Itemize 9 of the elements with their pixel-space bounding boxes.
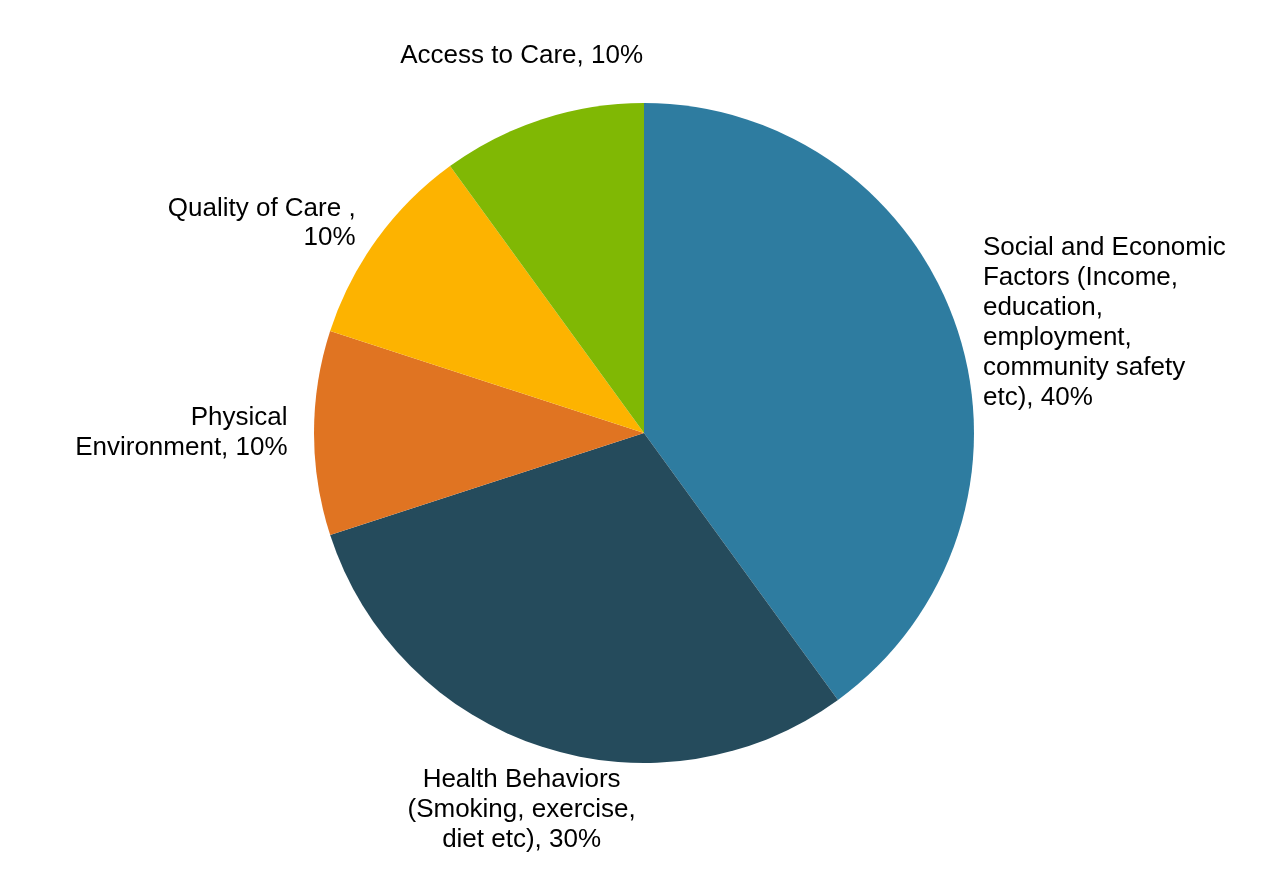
pie-slice	[314, 331, 644, 535]
slice-label: Access to Care, 10%	[400, 39, 644, 70]
slice-label: Social and Economic Factors (Income, education, employment, community safety etc), 40%	[982, 230, 1226, 411]
slice-label: Quality of Care , 10%	[167, 191, 356, 252]
pie-slice	[644, 103, 974, 700]
slice-label: Physical Environment, 10%	[75, 400, 288, 461]
slice-label: Health Behaviors (Smoking, exercise, diet etc), 30%	[407, 762, 636, 853]
pie-slice	[330, 433, 838, 763]
pie-slice	[450, 103, 644, 433]
